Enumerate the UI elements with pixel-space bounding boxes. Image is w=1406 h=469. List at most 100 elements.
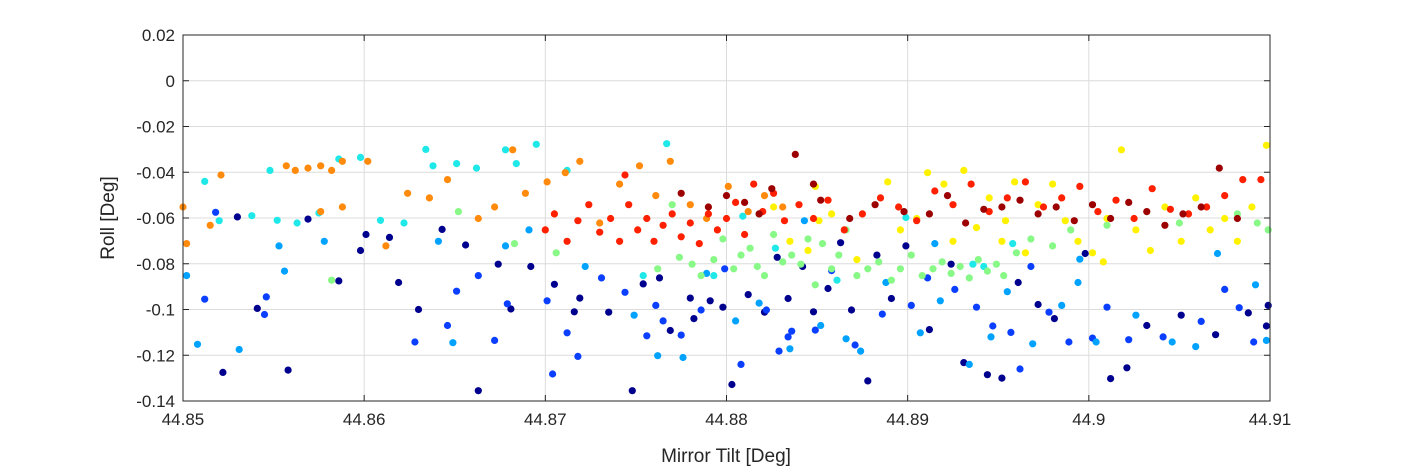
data-point: [659, 221, 667, 229]
data-point: [686, 219, 694, 227]
data-point: [858, 210, 867, 218]
data-point: [1103, 221, 1111, 229]
data-point: [183, 240, 191, 248]
data-point: [853, 272, 861, 280]
data-point: [597, 274, 606, 282]
data-point: [864, 265, 872, 273]
data-point: [697, 272, 705, 280]
data-point: [621, 171, 629, 179]
data-point: [837, 239, 845, 247]
data-point: [425, 194, 433, 202]
data-point: [797, 260, 805, 268]
data-point: [771, 244, 780, 252]
data-point: [570, 308, 578, 316]
data-point: [1132, 311, 1140, 319]
data-point: [811, 281, 819, 289]
data-point: [1161, 203, 1169, 211]
data-point: [695, 240, 703, 248]
data-point: [918, 272, 926, 280]
data-point: [362, 230, 370, 239]
data-point: [864, 377, 872, 385]
data-point: [1175, 219, 1183, 227]
data-point: [1203, 203, 1211, 211]
data-point: [686, 201, 694, 209]
data-point: [1233, 237, 1241, 245]
data-point: [818, 240, 827, 248]
data-point: [509, 146, 517, 154]
data-point: [1088, 201, 1097, 209]
data-point: [1184, 210, 1193, 218]
data-point: [1067, 226, 1075, 234]
data-point: [552, 249, 560, 257]
data-point: [840, 226, 848, 234]
data-point: [916, 329, 924, 337]
data-point: [987, 333, 995, 341]
data-point: [989, 322, 997, 330]
data-point: [690, 315, 698, 323]
data-point: [1206, 226, 1214, 234]
data-point: [925, 326, 934, 334]
data-point: [1148, 185, 1156, 193]
data-point: [453, 287, 461, 295]
y-tick-label: -0.1: [146, 301, 175, 320]
data-point: [809, 180, 818, 188]
data-point: [293, 219, 301, 227]
data-point: [1125, 336, 1133, 344]
data-point: [607, 214, 615, 223]
data-point: [679, 353, 687, 362]
data-point: [929, 265, 937, 273]
data-point: [842, 335, 850, 343]
data-point: [1016, 365, 1024, 373]
data-point: [356, 246, 365, 255]
data-point: [443, 321, 452, 330]
data-point: [663, 140, 671, 148]
data-point: [786, 345, 794, 353]
data-point: [1074, 237, 1082, 245]
data-point: [960, 166, 968, 174]
data-point: [543, 178, 551, 186]
data-point: [1251, 281, 1260, 289]
data-point: [1264, 226, 1272, 234]
data-point: [382, 242, 390, 250]
x-tick-label: 44.9: [1072, 410, 1105, 429]
data-point: [800, 217, 809, 225]
data-point: [422, 145, 430, 153]
data-point: [634, 226, 642, 234]
data-point: [779, 258, 787, 266]
data-point: [643, 214, 651, 223]
data-point: [706, 297, 714, 305]
data-point: [474, 214, 482, 223]
data-point: [462, 241, 470, 249]
data-point: [454, 208, 462, 216]
data-point: [1250, 338, 1258, 346]
data-point: [291, 166, 299, 174]
data-point: [925, 210, 934, 218]
data-point: [215, 217, 223, 225]
data-point: [668, 210, 676, 218]
data-point: [1244, 309, 1252, 317]
data-point: [1262, 336, 1270, 344]
data-point: [809, 214, 818, 223]
data-point: [574, 352, 582, 360]
data-point: [773, 253, 781, 261]
data-point: [755, 299, 763, 307]
data-point: [1177, 237, 1185, 245]
data-point: [1143, 208, 1151, 216]
data-point: [1014, 278, 1022, 287]
data-point: [1076, 255, 1084, 263]
data-point: [947, 260, 955, 268]
y-tick-label: -0.02: [136, 118, 175, 137]
data-point: [453, 160, 461, 168]
data-point: [876, 194, 885, 202]
data-point: [835, 251, 843, 259]
data-point: [1027, 235, 1035, 243]
data-point: [784, 333, 792, 341]
data-point: [737, 360, 745, 368]
x-tick-label: 44.87: [524, 410, 567, 429]
data-point: [275, 242, 283, 250]
data-point: [414, 305, 423, 314]
data-point: [262, 293, 270, 301]
data-point: [1233, 214, 1241, 223]
data-point: [969, 260, 977, 268]
data-point: [896, 226, 905, 234]
